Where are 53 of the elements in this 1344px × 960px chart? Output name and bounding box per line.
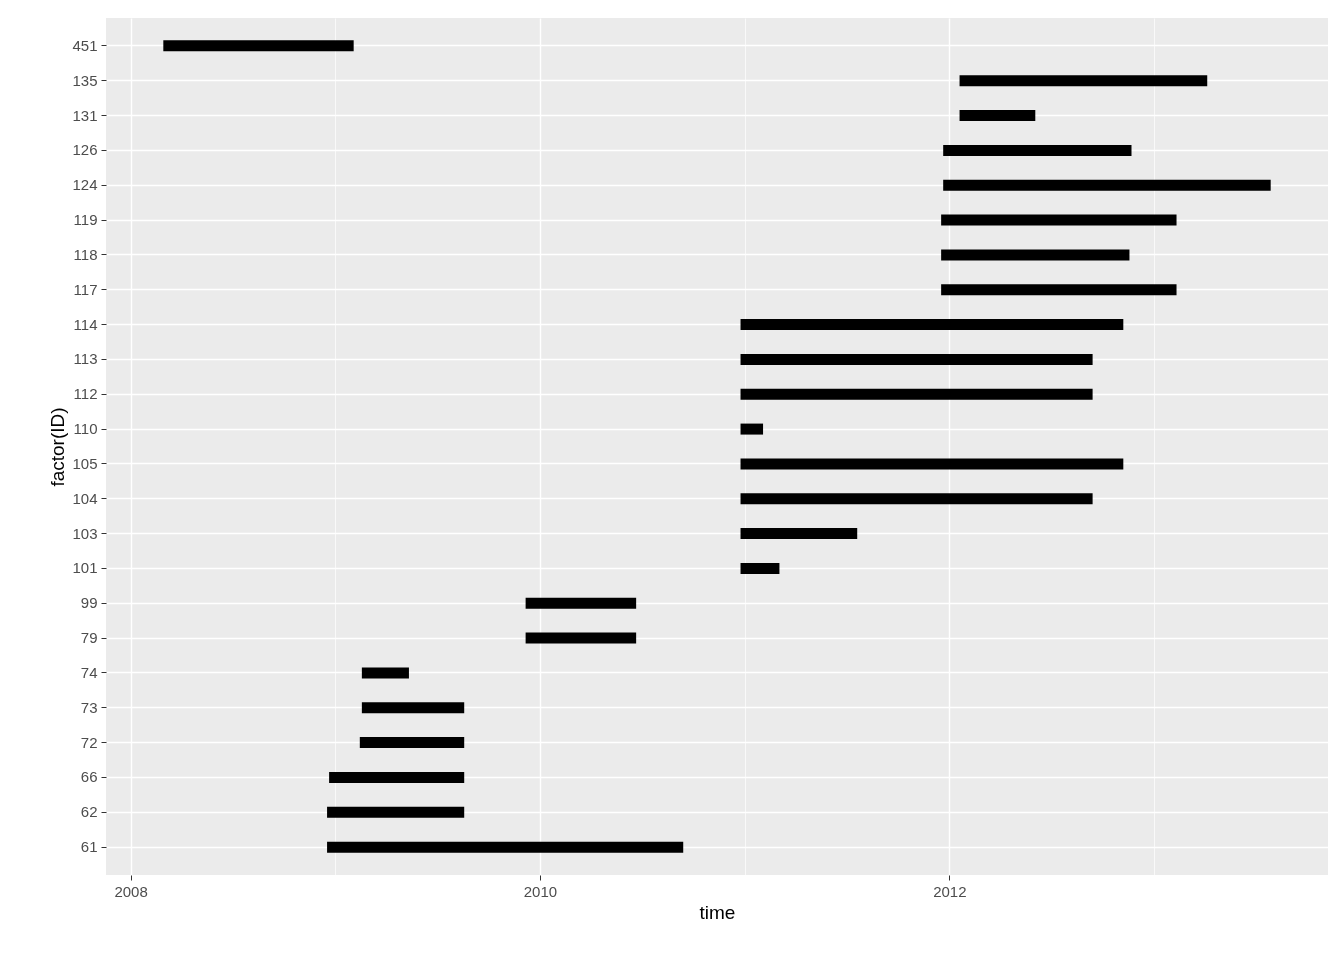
y-tick-label: 126: [72, 141, 98, 159]
bar: [359, 737, 465, 749]
bar: [740, 388, 1093, 400]
y-tick-label: 99: [80, 594, 98, 612]
y-tick-label: 119: [73, 211, 98, 229]
y-tick-label: 101: [72, 559, 98, 577]
y-tick-label: 73: [80, 698, 98, 716]
bar: [327, 841, 684, 853]
y-tick-label: 72: [80, 733, 98, 751]
y-tick-label: 131: [72, 106, 98, 124]
y-tick-label: 61: [80, 838, 98, 856]
bar: [740, 528, 858, 540]
bar: [943, 179, 1271, 191]
bar: [740, 423, 764, 435]
bar: [943, 144, 1132, 156]
y-tick-label: 79: [80, 629, 98, 647]
bar: [740, 562, 780, 574]
y-tick-label: 124: [72, 176, 98, 194]
y-tick-label: 118: [73, 245, 98, 263]
y-tick-label: 112: [73, 385, 98, 403]
bar: [959, 75, 1208, 87]
bar: [740, 458, 1124, 470]
y-axis-title: factor(ID): [47, 407, 69, 487]
bar: [941, 249, 1130, 261]
y-tick-label: 110: [73, 420, 98, 438]
y-tick-label: 113: [73, 350, 98, 368]
bar: [740, 353, 1093, 365]
y-tick-label: 104: [72, 489, 98, 507]
y-tick-label: 114: [73, 315, 98, 333]
bar: [361, 702, 465, 714]
bar: [163, 40, 354, 52]
y-tick-label: 135: [72, 71, 98, 89]
bar: [740, 319, 1124, 331]
x-tick-label: 2012: [933, 882, 967, 900]
x-tick-label: 2008: [114, 882, 148, 900]
x-tick-label: 2010: [523, 882, 558, 900]
y-tick-label: 62: [80, 803, 98, 821]
bar: [941, 284, 1177, 296]
y-tick-label: 105: [72, 454, 98, 472]
y-tick-label: 66: [80, 768, 98, 786]
y-tick-label: 451: [72, 36, 98, 54]
y-tick-label: 117: [73, 280, 98, 298]
y-tick-label: 103: [72, 524, 98, 542]
bar: [740, 493, 1093, 505]
y-tick-label: 74: [80, 663, 98, 681]
bar: [525, 632, 637, 644]
x-axis-title: time: [699, 901, 736, 923]
bar: [361, 667, 409, 679]
bar: [327, 806, 465, 818]
bar: [959, 110, 1036, 122]
bar: [525, 597, 637, 609]
bar: [329, 771, 465, 783]
bar: [941, 214, 1177, 226]
